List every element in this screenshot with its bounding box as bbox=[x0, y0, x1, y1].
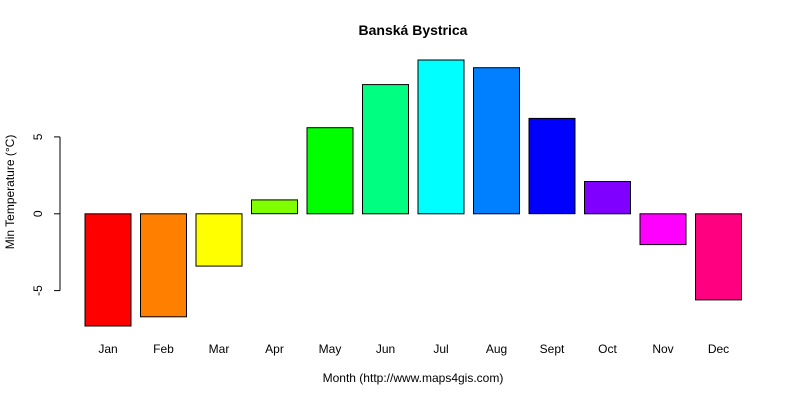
y-tick-label: 5 bbox=[31, 133, 45, 140]
bar-apr bbox=[251, 199, 298, 215]
x-tick-label: Feb bbox=[153, 342, 174, 356]
x-tick-label: Apr bbox=[265, 342, 284, 356]
bar-may bbox=[306, 127, 354, 215]
x-tick-label: Jan bbox=[98, 342, 117, 356]
x-axis-label: Month (http://www.maps4gis.com) bbox=[323, 371, 504, 385]
y-tick-label: -5 bbox=[31, 285, 45, 296]
y-axis: -5 0 5 bbox=[31, 133, 61, 296]
x-tick-labels: Jan Feb Mar Apr May Jun Jul Aug Sept Oct Nov Dec bbox=[98, 342, 729, 356]
chart-title: Banská Bystrica bbox=[359, 22, 468, 38]
x-tick-label: Sept bbox=[540, 342, 565, 356]
x-tick-label: Nov bbox=[652, 342, 673, 356]
x-tick-label: Aug bbox=[486, 342, 507, 356]
x-tick-label: Mar bbox=[209, 342, 230, 356]
bar-jun bbox=[362, 84, 409, 215]
bar-mar bbox=[195, 213, 243, 267]
bars bbox=[84, 59, 742, 327]
bar-sept bbox=[528, 117, 576, 215]
y-axis-label: Min Temperature (°C) bbox=[3, 135, 17, 250]
x-tick-label: Jul bbox=[433, 342, 448, 356]
bar-nov bbox=[639, 213, 687, 246]
bar-dec bbox=[695, 213, 742, 301]
bar-jul bbox=[417, 59, 465, 215]
bar-jan bbox=[84, 213, 132, 327]
x-tick-label: Oct bbox=[598, 342, 617, 356]
bar-aug bbox=[473, 67, 520, 215]
x-tick-label: May bbox=[319, 342, 342, 356]
y-tick-label: 0 bbox=[31, 210, 45, 217]
bar-feb bbox=[140, 213, 187, 318]
bar-oct bbox=[584, 181, 631, 215]
x-tick-label: Jun bbox=[376, 342, 395, 356]
x-tick-label: Dec bbox=[708, 342, 729, 356]
